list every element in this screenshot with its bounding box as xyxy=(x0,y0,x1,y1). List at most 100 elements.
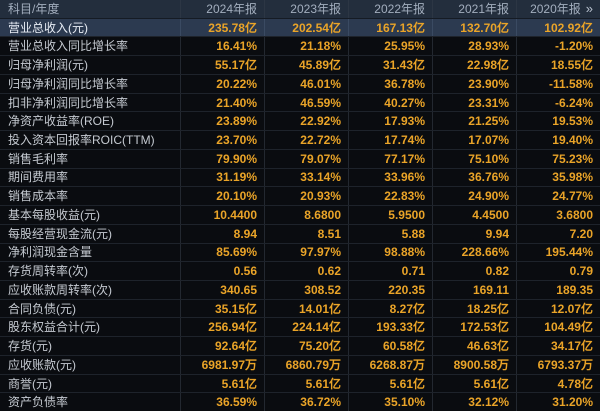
value-cell: 14.01亿 xyxy=(264,299,348,318)
value-cell: 21.40% xyxy=(180,93,264,112)
value-cell: 23.70% xyxy=(180,131,264,149)
table-row[interactable]: 营业总收入(元) 235.78亿 202.54亿 167.13亿 132.70亿 102… xyxy=(0,18,600,38)
value-cell: 22.72% xyxy=(264,131,348,149)
value-cell: 3.6800 xyxy=(516,206,600,224)
value-cell: 45.89亿 xyxy=(264,56,348,74)
metric-label-cell: 净利润现金含量 xyxy=(8,245,93,260)
year-header-label: 2023年报 xyxy=(290,1,341,16)
value-cell: 4.78亿 xyxy=(516,374,600,393)
value-cell: 6793.37万 xyxy=(516,355,600,374)
value-cell: 75.23% xyxy=(516,149,600,168)
value-cell: 8.6800 xyxy=(264,206,348,224)
value-cell: 97.97% xyxy=(264,243,348,262)
value-cell: 22.92% xyxy=(264,112,348,131)
table-row[interactable]: 应收账款周转率(次) 340.65 308.52 220.35 169.11 189.3… xyxy=(0,281,600,300)
value-cell: 20.93% xyxy=(264,187,348,206)
table-row[interactable]: 期间费用率 31.19% 33.14% 33.96% 36.76% 35.98% xyxy=(0,168,600,188)
table-row[interactable]: 归母净利润同比增长率 20.22% 46.01% 36.78% 23.90% -11.5… xyxy=(0,74,600,94)
value-cell: 193.33亿 xyxy=(348,318,432,337)
metric-label-cell: 资产负债率 xyxy=(8,395,69,410)
metric-label-cell: 应收账款周转率(次) xyxy=(8,282,112,297)
value-cell: 33.96% xyxy=(348,168,432,187)
value-cell: 5.61亿 xyxy=(348,374,432,393)
value-cell: 34.17亿 xyxy=(516,337,600,355)
value-cell: 5.61亿 xyxy=(180,374,264,393)
value-cell: 23.89% xyxy=(180,112,264,131)
year-header-cell: 2020年报 » xyxy=(516,0,600,18)
table-row[interactable]: 存货周转率(次) 0.56 0.62 0.71 0.82 0.79 xyxy=(0,262,600,282)
metric-label-cell: 扣非净利润同比增长率 xyxy=(8,95,129,110)
value-cell: 10.4400 xyxy=(180,206,264,224)
value-cell: 55.17亿 xyxy=(180,56,264,74)
value-cell: 8.27亿 xyxy=(348,299,432,318)
value-cell: -6.24% xyxy=(516,93,600,112)
table-row[interactable]: 存货(元) 92.64亿 75.20亿 60.58亿 46.63亿 34.17亿 xyxy=(0,337,600,356)
metric-label-cell: 销售毛利率 xyxy=(8,151,69,166)
value-cell: 60.58亿 xyxy=(348,337,432,355)
value-cell: 5.9500 xyxy=(348,206,432,224)
table-row[interactable]: 商誉(元) 5.61亿 5.61亿 5.61亿 5.61亿 4.78亿 xyxy=(0,374,600,394)
value-cell: 6981.97万 xyxy=(180,355,264,374)
table-row[interactable]: 基本每股收益(元) 10.4400 8.6800 5.9500 4.4500 3.680… xyxy=(0,206,600,225)
table-row[interactable]: 归母净利润(元) 55.17亿 45.89亿 31.43亿 22.98亿 18.55亿 xyxy=(0,56,600,75)
metric-label-cell: 应收账款(元) xyxy=(8,357,76,372)
value-cell: 36.76% xyxy=(432,168,516,187)
value-cell: 8900.58万 xyxy=(432,355,516,374)
value-cell: 20.10% xyxy=(180,187,264,206)
value-cell: 0.79 xyxy=(516,262,600,281)
value-cell: -11.58% xyxy=(516,74,600,93)
value-cell: 36.72% xyxy=(264,393,348,411)
value-cell: 31.19% xyxy=(180,168,264,187)
table-row[interactable]: 投入资本回报率ROIC(TTM) 23.70% 22.72% 17.74% 17.07… xyxy=(0,131,600,150)
year-header-cell: 2024年报 xyxy=(180,0,264,18)
value-cell: 9.94 xyxy=(432,224,516,243)
value-cell: 17.74% xyxy=(348,131,432,149)
value-cell: 28.93% xyxy=(432,37,516,56)
value-cell: 4.4500 xyxy=(432,206,516,224)
value-cell: 77.17% xyxy=(348,149,432,168)
value-cell: 18.55亿 xyxy=(516,56,600,74)
year-header-cell: 2023年报 xyxy=(264,0,348,18)
table-row[interactable]: 股东权益合计(元) 256.94亿 224.14亿 193.33亿 172.53亿 10… xyxy=(0,318,600,338)
table-row[interactable]: 净资产收益率(ROE) 23.89% 22.92% 17.93% 21.25% 19.5… xyxy=(0,112,600,132)
value-cell: 22.98亿 xyxy=(432,56,516,74)
table-row[interactable]: 资产负债率 36.59% 36.72% 35.10% 32.12% 31.20% xyxy=(0,393,600,411)
year-header-label: 2024年报 xyxy=(206,1,257,16)
table-row[interactable]: 销售成本率 20.10% 20.93% 22.83% 24.90% 24.77% xyxy=(0,187,600,207)
value-cell: 8.94 xyxy=(180,224,264,243)
value-cell: 21.18% xyxy=(264,37,348,56)
table-row[interactable]: 应收账款(元) 6981.97万 6860.79万 6268.87万 8900.58万… xyxy=(0,355,600,375)
year-header-label: 2022年报 xyxy=(374,1,425,16)
value-cell: 5.88 xyxy=(348,224,432,243)
value-cell: 35.10% xyxy=(348,393,432,411)
year-header-label: 2021年报 xyxy=(458,1,509,16)
value-cell: 202.54亿 xyxy=(264,18,348,37)
value-cell: 0.56 xyxy=(180,262,264,281)
metric-label-cell: 营业总收入(元) xyxy=(8,20,88,35)
value-cell: 0.71 xyxy=(348,262,432,281)
metric-label-cell: 股东权益合计(元) xyxy=(8,320,100,335)
table-row[interactable]: 净利润现金含量 85.69% 97.97% 98.88% 228.66% 195.44% xyxy=(0,243,600,263)
value-cell: 75.20亿 xyxy=(264,337,348,355)
year-header-label: 2020年报 xyxy=(530,1,581,16)
metric-label-cell: 存货周转率(次) xyxy=(8,264,88,279)
table-row[interactable]: 销售毛利率 79.90% 79.07% 77.17% 75.10% 75.23% xyxy=(0,149,600,169)
metric-label-cell: 投入资本回报率ROIC(TTM) xyxy=(8,133,155,147)
table-header-row: 科目/年度 2024年报 2023年报 2022年报 2021年报 2020年报 » xyxy=(0,0,600,19)
value-cell: 195.44% xyxy=(516,243,600,262)
value-cell: 6268.87万 xyxy=(348,355,432,374)
value-cell: 20.22% xyxy=(180,74,264,93)
value-cell: 228.66% xyxy=(432,243,516,262)
value-cell: 33.14% xyxy=(264,168,348,187)
metric-label-cell: 营业总收入同比增长率 xyxy=(8,39,129,54)
table-row[interactable]: 扣非净利润同比增长率 21.40% 46.59% 40.27% 23.31% -6.24… xyxy=(0,93,600,113)
table-row[interactable]: 合同负债(元) 35.15亿 14.01亿 8.27亿 18.25亿 12.07亿 xyxy=(0,299,600,319)
table-row[interactable]: 营业总收入同比增长率 16.41% 21.18% 25.95% 28.93% -1.20… xyxy=(0,37,600,57)
year-header-cell: 2021年报 xyxy=(432,0,516,18)
more-years-icon[interactable]: » xyxy=(585,1,593,17)
value-cell: 31.43亿 xyxy=(348,56,432,74)
value-cell: 18.25亿 xyxy=(432,299,516,318)
value-cell: 7.20 xyxy=(516,224,600,243)
table-row[interactable]: 每股经营现金流(元) 8.94 8.51 5.88 9.94 7.20 xyxy=(0,224,600,244)
